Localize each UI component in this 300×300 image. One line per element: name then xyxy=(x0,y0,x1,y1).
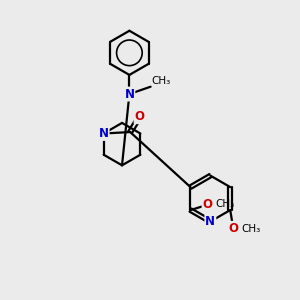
Text: N: N xyxy=(206,215,215,228)
Text: O: O xyxy=(135,110,145,123)
Text: O: O xyxy=(202,198,212,211)
Text: CH₃: CH₃ xyxy=(152,76,171,85)
Text: N: N xyxy=(124,88,134,100)
Text: N: N xyxy=(99,127,109,140)
Text: CH₃: CH₃ xyxy=(242,224,261,234)
Text: O: O xyxy=(228,222,238,235)
Text: CH₃: CH₃ xyxy=(216,199,235,209)
